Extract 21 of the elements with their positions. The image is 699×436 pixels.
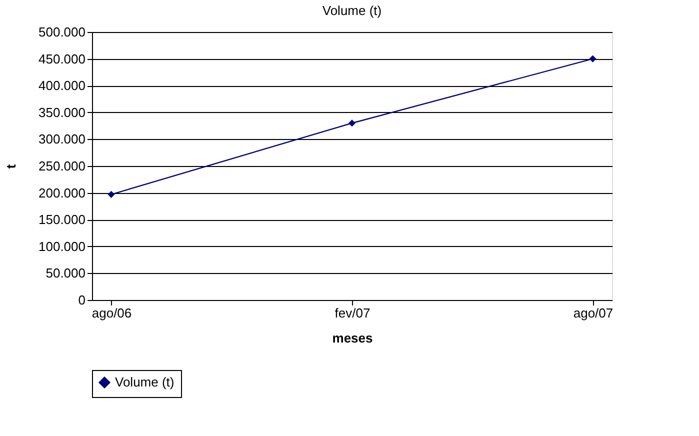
x-tick-label: ago/07 (573, 306, 614, 320)
y-tick-label: 0 (78, 292, 86, 308)
x-tick-label: ago/06 (92, 306, 132, 320)
x-tick-label: fev/07 (334, 306, 370, 320)
y-tick-label: 50.000 (46, 266, 86, 281)
x-axis-title: meses (332, 330, 373, 346)
y-tick-label: 250.000 (38, 158, 86, 174)
point (589, 55, 596, 62)
point (108, 190, 115, 198)
y-tick-label: 400.000 (38, 78, 86, 94)
y-tick-label: 150.000 (38, 212, 86, 228)
y-tick-label: 300.000 (38, 132, 86, 147)
y-tick-label: 200.000 (38, 185, 86, 200)
y-tick-label: 500.000 (38, 24, 86, 40)
y-tick-label: 350.000 (38, 104, 86, 120)
y-tick-label: 450.000 (38, 51, 86, 66)
y-axis-title: t (4, 164, 19, 169)
legend-label: Volume (t) (115, 374, 174, 390)
point (348, 120, 356, 127)
chart-title: Volume (t) (322, 3, 382, 18)
y-tick-label: 100.000 (38, 238, 86, 254)
